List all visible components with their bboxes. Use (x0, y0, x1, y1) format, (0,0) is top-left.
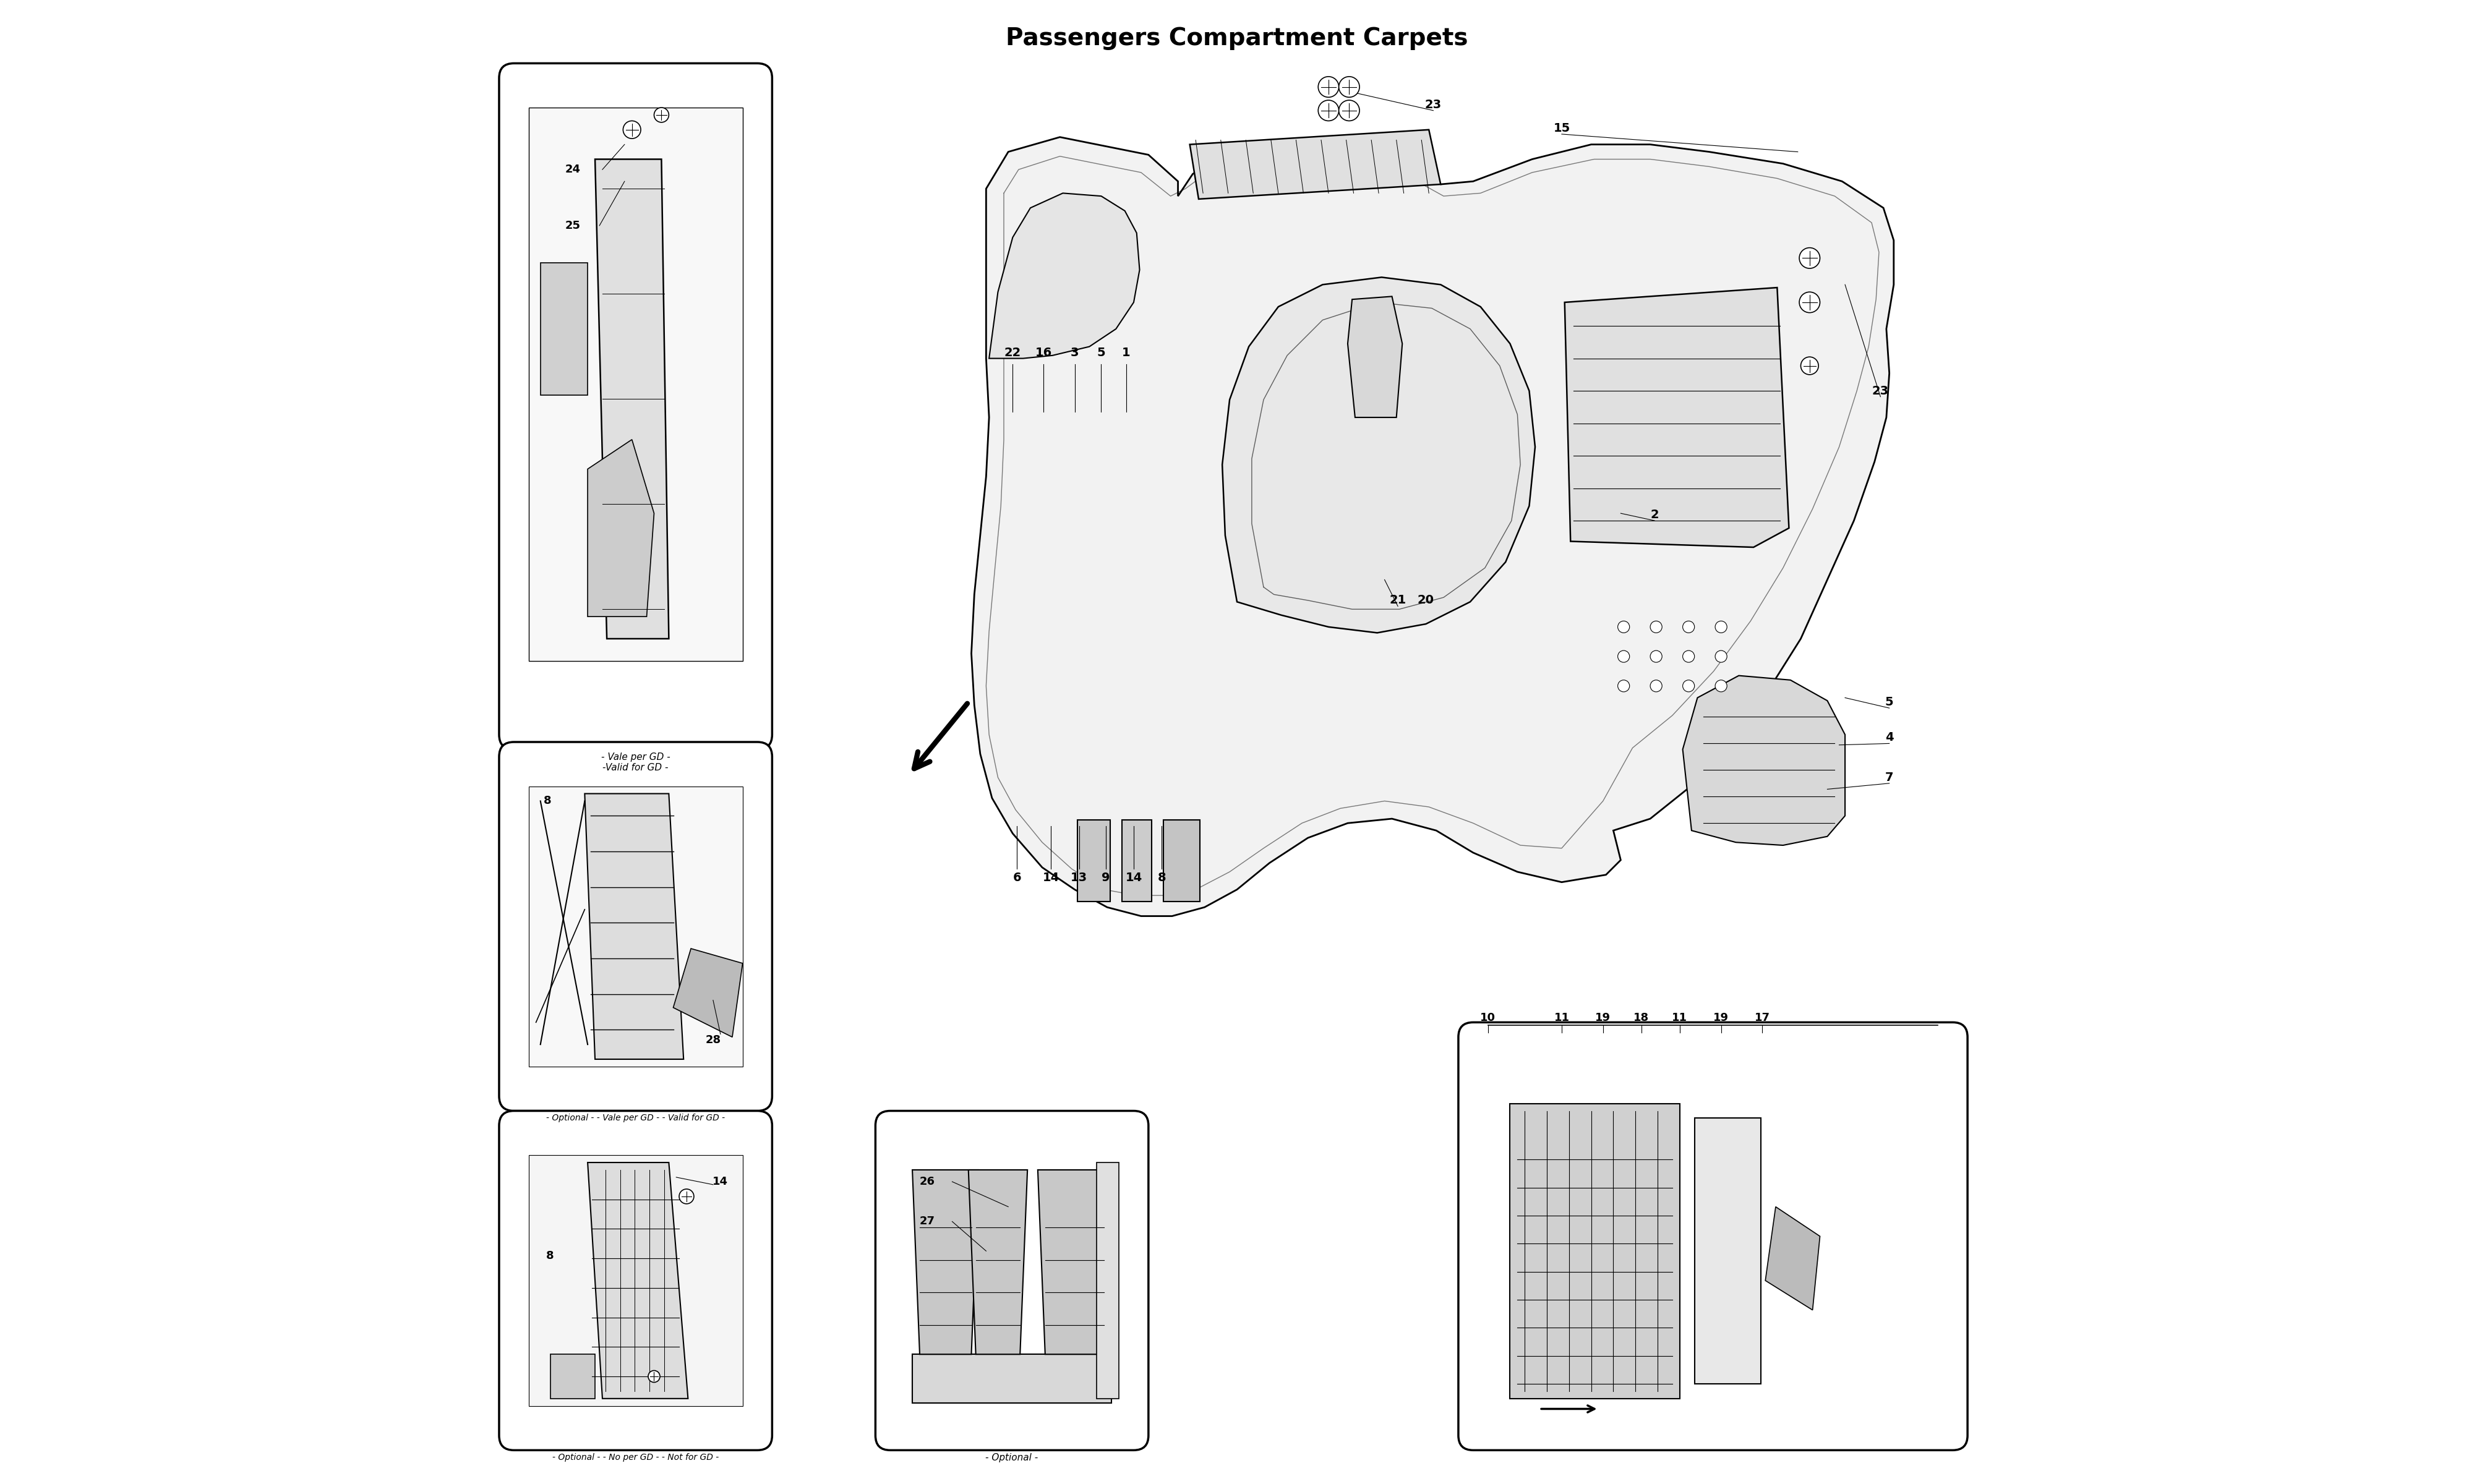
Text: 15: 15 (1554, 122, 1571, 134)
Text: 11: 11 (1554, 1012, 1569, 1024)
Text: 7: 7 (1885, 772, 1893, 784)
Text: 8: 8 (547, 1250, 554, 1261)
Text: 13: 13 (1071, 873, 1089, 883)
Circle shape (1714, 680, 1727, 692)
Circle shape (680, 1189, 693, 1204)
Text: 14: 14 (1042, 873, 1059, 883)
Circle shape (1650, 620, 1663, 632)
Circle shape (1338, 101, 1361, 120)
Text: 22: 22 (1004, 347, 1022, 358)
Text: 6: 6 (1012, 873, 1022, 883)
Circle shape (1650, 680, 1663, 692)
Circle shape (1650, 650, 1663, 662)
Text: 27: 27 (920, 1215, 935, 1227)
Text: 17: 17 (1754, 1012, 1769, 1024)
Circle shape (1799, 248, 1821, 269)
Text: - Optional - - Vale per GD - - Valid for GD -: - Optional - - Vale per GD - - Valid for… (547, 1114, 725, 1122)
Text: 3: 3 (1071, 347, 1079, 358)
Polygon shape (913, 1169, 980, 1355)
Circle shape (653, 107, 668, 122)
Circle shape (648, 1371, 661, 1382)
Text: 5: 5 (1096, 347, 1106, 358)
FancyBboxPatch shape (500, 64, 772, 749)
Text: Passengers Compartment Carpets: Passengers Compartment Carpets (1007, 27, 1467, 50)
Text: - Optional - - No per GD - - Not for GD -: - Optional - - No per GD - - Not for GD … (552, 1453, 720, 1462)
Polygon shape (589, 1162, 688, 1398)
Polygon shape (1079, 821, 1111, 901)
Circle shape (623, 120, 641, 138)
Polygon shape (529, 107, 742, 660)
Polygon shape (1037, 1169, 1111, 1355)
Circle shape (1682, 620, 1695, 632)
Text: 26: 26 (920, 1177, 935, 1187)
Polygon shape (1121, 821, 1150, 901)
Polygon shape (990, 193, 1141, 359)
Polygon shape (529, 1155, 742, 1405)
Polygon shape (1348, 297, 1403, 417)
Text: 10: 10 (1479, 1012, 1497, 1024)
Polygon shape (539, 263, 589, 395)
Text: 9: 9 (1101, 873, 1111, 883)
Text: 4: 4 (1885, 732, 1893, 743)
Polygon shape (584, 794, 683, 1060)
Text: - Vale per GD -
-Valid for GD -: - Vale per GD - -Valid for GD - (601, 752, 670, 772)
Text: 19: 19 (1714, 1012, 1729, 1024)
Circle shape (1338, 77, 1361, 98)
Circle shape (1682, 680, 1695, 692)
Polygon shape (1695, 1119, 1761, 1383)
Circle shape (1618, 620, 1630, 632)
Circle shape (1714, 620, 1727, 632)
Text: 23: 23 (1873, 384, 1888, 396)
Polygon shape (967, 1169, 1027, 1355)
Polygon shape (1096, 1162, 1118, 1398)
Text: 14: 14 (1126, 873, 1143, 883)
FancyBboxPatch shape (1457, 1022, 1967, 1450)
Circle shape (1319, 101, 1338, 120)
Polygon shape (673, 948, 742, 1037)
Polygon shape (1509, 1104, 1680, 1398)
Text: - Optional -: - Optional - (985, 1453, 1039, 1462)
Circle shape (1319, 77, 1338, 98)
Text: 11: 11 (1672, 1012, 1687, 1024)
Text: 5: 5 (1885, 696, 1893, 708)
Text: 28: 28 (705, 1034, 720, 1046)
Circle shape (1799, 292, 1821, 313)
Polygon shape (1190, 129, 1440, 199)
Polygon shape (972, 137, 1893, 916)
Text: 14: 14 (713, 1177, 727, 1187)
Text: 16: 16 (1034, 347, 1051, 358)
Text: 19: 19 (1596, 1012, 1611, 1024)
FancyBboxPatch shape (500, 742, 772, 1112)
Text: 2: 2 (1650, 509, 1660, 521)
Polygon shape (1682, 675, 1846, 846)
Circle shape (1714, 650, 1727, 662)
Text: 25: 25 (564, 220, 581, 232)
Polygon shape (913, 1355, 1111, 1402)
Polygon shape (529, 787, 742, 1067)
Polygon shape (1564, 288, 1789, 548)
Text: 8: 8 (544, 795, 552, 807)
FancyBboxPatch shape (876, 1112, 1148, 1450)
Text: 20: 20 (1418, 595, 1435, 607)
Circle shape (1618, 650, 1630, 662)
Polygon shape (1766, 1206, 1821, 1310)
Polygon shape (589, 439, 653, 616)
Polygon shape (1163, 821, 1200, 901)
Polygon shape (1222, 278, 1534, 632)
Text: 8: 8 (1158, 873, 1165, 883)
Polygon shape (552, 1355, 596, 1398)
Text: 21: 21 (1390, 595, 1405, 607)
Polygon shape (596, 159, 668, 638)
Text: 23: 23 (1425, 99, 1442, 110)
Circle shape (1618, 680, 1630, 692)
Text: 18: 18 (1633, 1012, 1650, 1024)
Circle shape (1801, 358, 1818, 374)
Circle shape (1682, 650, 1695, 662)
Text: 24: 24 (564, 163, 581, 175)
Text: 1: 1 (1123, 347, 1131, 358)
FancyBboxPatch shape (500, 1112, 772, 1450)
